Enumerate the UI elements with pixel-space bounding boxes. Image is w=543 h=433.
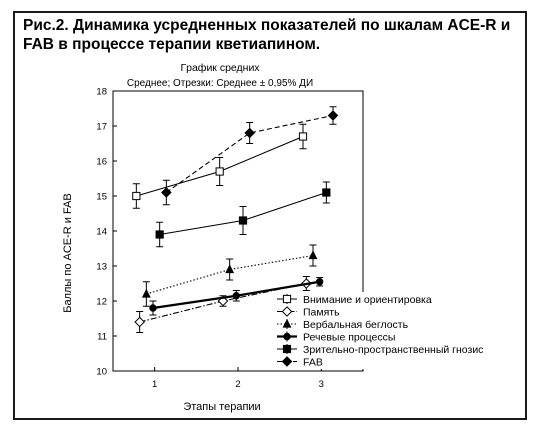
x-axis-label: Этапы терапии (183, 401, 260, 413)
legend-marker (283, 332, 291, 341)
data-point (132, 191, 141, 201)
data-point (238, 216, 248, 225)
legend-item-2: Память (277, 306, 340, 318)
series-4 (149, 277, 324, 316)
x-tick-label: 3 (319, 379, 324, 390)
x-tick-label: 1 (152, 379, 157, 390)
data-point (315, 278, 324, 286)
series-3 (141, 244, 318, 307)
legend-item-1: Внимание и ориентировка (277, 294, 432, 306)
legend-marker (281, 356, 293, 367)
legend-item-3: Вербальная беглость (277, 318, 409, 331)
series-line (146, 254, 314, 295)
y-tick-label: 14 (96, 227, 107, 238)
data-point (225, 264, 235, 274)
data-point (215, 167, 224, 176)
data-point (161, 187, 172, 198)
y-tick-label: 16 (96, 157, 107, 168)
legend-item-6: FAB (277, 356, 323, 368)
legend-marker (281, 306, 293, 317)
data-point (141, 288, 151, 298)
data-point (308, 250, 318, 260)
y-tick-label: 17 (96, 122, 107, 133)
legend-label: FAB (303, 356, 323, 368)
legend-label: Память (303, 306, 340, 318)
legend-background (273, 292, 487, 369)
y-tick-label: 12 (96, 297, 107, 308)
y-tick-label: 11 (97, 332, 107, 343)
series-line (166, 114, 334, 193)
data-point (327, 110, 339, 121)
legend-item-5: Зрительно-пространственный гнозис (277, 344, 483, 356)
legend-item-4: Речевые процессы (277, 331, 395, 343)
series-5 (155, 181, 331, 248)
data-point (322, 188, 331, 197)
y-tick-label: 13 (96, 262, 107, 273)
legend-label: Вербальная беглость (303, 319, 409, 331)
legend-marker (282, 318, 292, 328)
chart-title: Гpaфик средних (180, 62, 260, 74)
data-point (244, 127, 255, 139)
series-6 (161, 106, 339, 206)
y-tick-label: 10 (96, 367, 107, 378)
x-tick-label: 2 (235, 379, 240, 390)
data-point (155, 230, 164, 239)
y-tick-label: 18 (96, 87, 107, 98)
figure-caption: Рис.2. Динамика усредненных показателей … (23, 17, 511, 53)
data-point (232, 292, 241, 300)
legend-marker (282, 294, 292, 304)
legend-marker (282, 344, 292, 354)
chart-subtitle: Среднее; Отрезки: Среднее ± 0,95% ДИ (127, 78, 313, 89)
y-tick-label: 15 (96, 192, 107, 203)
legend-label: Речевые процессы (303, 331, 395, 343)
data-point (134, 316, 145, 328)
series-1 (132, 123, 308, 209)
legend-label: Зрительно-пространственный гнозис (303, 344, 483, 356)
legend-label: Внимание и ориентировка (303, 294, 432, 306)
y-axis-label: Баллы по ACE-R и FAB (62, 193, 74, 313)
data-point (298, 132, 308, 141)
data-point (149, 304, 157, 312)
